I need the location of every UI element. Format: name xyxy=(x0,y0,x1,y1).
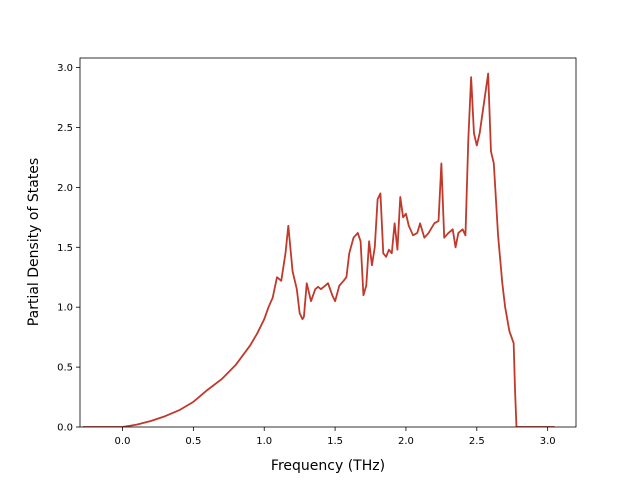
plot-area xyxy=(82,72,555,427)
y-tick-label: 3.0 xyxy=(57,63,73,74)
y-tick-label: 2.5 xyxy=(57,123,73,134)
y-tick-label: 0.5 xyxy=(57,363,73,374)
y-axis-label: Partial Density of States xyxy=(26,158,42,326)
series-line-0 xyxy=(82,72,555,427)
axes: 0.0 0.5 1.0 1.5 2.0 2.5 3.0 0.0 0.5 1.0 1.5 2.0 2.5 3… xyxy=(57,57,577,447)
plot-frame xyxy=(79,57,577,428)
x-tick-label: 0.0 xyxy=(115,436,131,447)
y-tick-label: 1.0 xyxy=(57,303,73,314)
x-axis-label: Frequency (THz) xyxy=(271,458,385,474)
x-tick-label: 3.0 xyxy=(540,436,556,447)
x-tick-label: 2.0 xyxy=(398,436,414,447)
y-tick-label: 2.0 xyxy=(57,183,73,194)
y-tick-label: 1.5 xyxy=(57,243,73,254)
y-tick-label: 0.0 xyxy=(57,423,73,434)
x-tick-label: 1.5 xyxy=(327,436,343,447)
x-tick-label: 1.0 xyxy=(256,436,272,447)
x-tick-label: 2.5 xyxy=(469,436,485,447)
x-tick-label: 0.5 xyxy=(185,436,201,447)
